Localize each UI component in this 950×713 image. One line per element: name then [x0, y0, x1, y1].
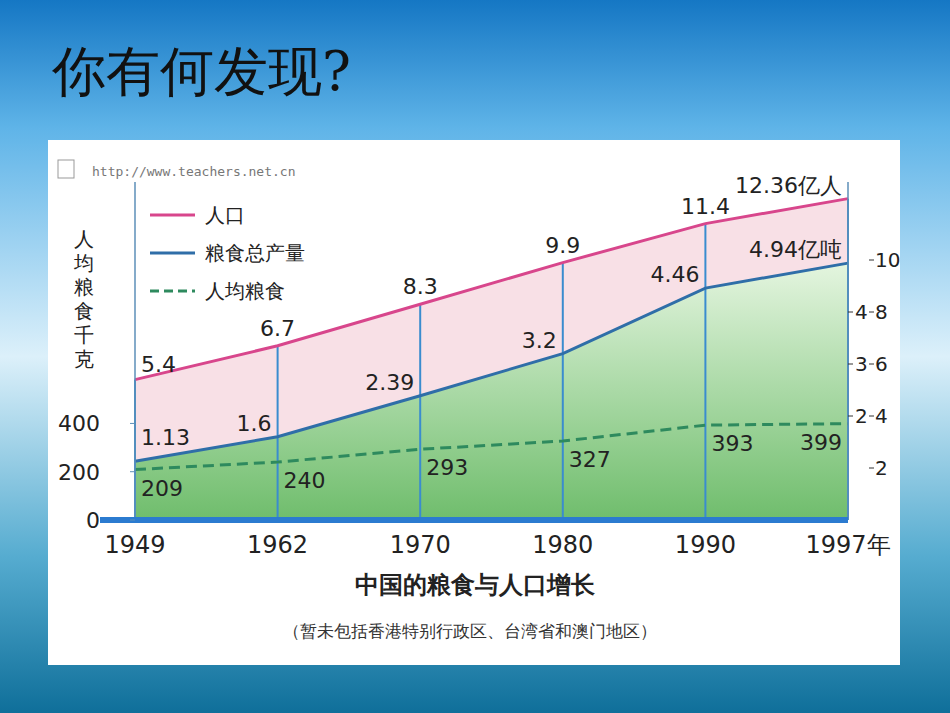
series-line: [135, 199, 848, 380]
chart-subtitle: （暂未包括香港特别行政区、台湾省和澳门地区）: [283, 621, 657, 641]
data-label: 4.94亿吨: [749, 237, 842, 262]
y2-tick: [869, 416, 874, 417]
data-label: 2.39: [365, 370, 414, 395]
data-label: 240: [284, 468, 326, 493]
y2-tick-label: 2: [875, 456, 888, 480]
y3-tick-label: 4: [855, 300, 868, 324]
data-label: 1.6: [237, 411, 272, 436]
y2-tick: [869, 312, 874, 313]
y2-axis-line: [847, 182, 849, 520]
x-axis: [100, 517, 848, 523]
y2-tick: [869, 468, 874, 469]
legend-swatch: [150, 290, 195, 293]
y-axis-line: [134, 182, 136, 520]
y3-tick: [848, 416, 853, 417]
data-label: 6.7: [260, 316, 295, 341]
series-line: [135, 263, 848, 461]
area-fill: [135, 263, 848, 520]
legend-label: 人均粮食: [205, 279, 285, 303]
plot-area: [135, 199, 848, 520]
y3-tick-label: 2: [855, 404, 868, 428]
y2-tick-label: 6: [875, 352, 888, 376]
legend-swatch: [150, 252, 195, 255]
legend-label: 人口: [205, 203, 245, 227]
data-label: 399: [800, 430, 842, 455]
year-line: [562, 263, 564, 520]
y3-tick-label: 3: [855, 352, 868, 376]
data-label: 393: [711, 431, 753, 456]
y3-tick: [848, 364, 853, 365]
data-label: 5.4: [141, 352, 176, 377]
y2-tick: [869, 260, 874, 261]
data-label: 1.13: [141, 425, 190, 450]
source: http://www.teachers.net.cn: [92, 164, 296, 179]
y2-tick-label: 10: [875, 248, 900, 272]
y-tick: [130, 520, 135, 521]
data-label: 11.4: [681, 194, 730, 219]
y3-tick: [848, 312, 853, 313]
y-tick: [130, 423, 135, 424]
background: [0, 0, 950, 713]
data-label: 9.9: [545, 233, 580, 258]
year-line: [704, 224, 706, 520]
y2-tick-label: 8: [875, 300, 888, 324]
year-line: [419, 304, 421, 520]
data-label: 3.2: [522, 328, 557, 353]
y-tick-label: 0: [86, 508, 100, 533]
data-label: 4.46: [650, 262, 699, 287]
y2-tick-label: 4: [875, 404, 888, 428]
x-tick-label: 1990: [675, 531, 736, 559]
y-axis-title: 人均粮食千克: [73, 227, 94, 371]
x-tick-label: 1962: [247, 531, 308, 559]
x-tick-label: 1997年: [805, 531, 890, 559]
source-icon: [58, 160, 74, 178]
y-tick: [130, 471, 135, 472]
y-tick-label: 200: [58, 460, 100, 485]
data-label: 293: [426, 455, 468, 480]
legend-swatch: [150, 214, 195, 217]
x-tick-label: 1949: [104, 531, 165, 559]
x-tick-label: 1980: [532, 531, 593, 559]
slide: 你有何发现? http://www.teachers.net.cn 0 200 400 2…: [0, 0, 950, 713]
data-label: 209: [141, 476, 183, 501]
area-fill: [135, 199, 848, 520]
x-tick-label: 1970: [390, 531, 451, 559]
legend-label: 粮食总产量: [205, 241, 305, 265]
chart-title: 中国的粮食与人口增长: [355, 571, 595, 599]
y-tick-label: 400: [58, 411, 100, 436]
y2-tick: [869, 364, 874, 365]
data-label: 8.3: [403, 274, 438, 299]
data-label: 12.36亿人: [735, 173, 842, 198]
slide-heading: 你有何发现?: [51, 40, 351, 103]
data-label: 327: [569, 447, 611, 472]
year-line: [277, 346, 279, 520]
chart-panel: [48, 140, 900, 665]
